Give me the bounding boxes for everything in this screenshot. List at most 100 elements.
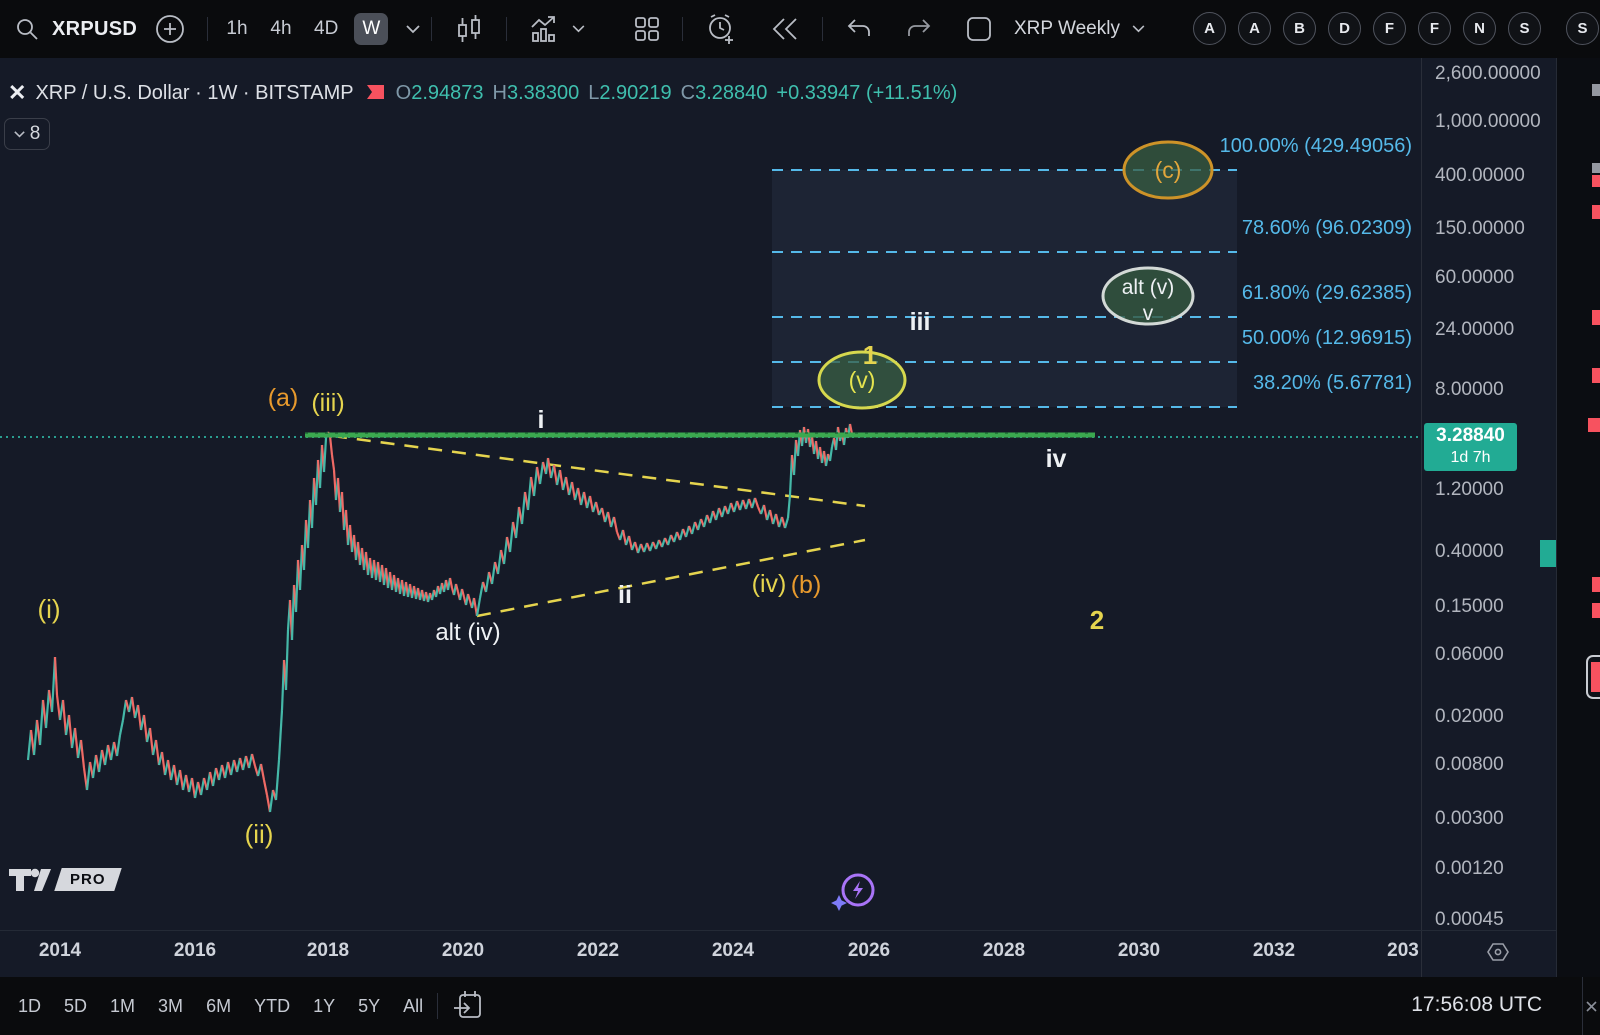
time-tick: 2024	[711, 940, 755, 961]
alert-clock-plus-icon[interactable]	[704, 12, 738, 46]
wave-ellipse[interactable]	[817, 350, 907, 410]
axis-settings-gear-icon[interactable]	[1487, 941, 1509, 968]
avatar-button-6[interactable]: N	[1463, 12, 1496, 45]
wave-label[interactable]: i	[538, 406, 545, 434]
wave-ellipse-label: (c)	[1155, 157, 1182, 183]
price-segment	[502, 536, 509, 565]
save-layout-checkbox-icon[interactable]	[962, 12, 996, 46]
avatar-button-2[interactable]: B	[1283, 12, 1316, 45]
symbol-search-button[interactable]: XRPUSD	[52, 17, 138, 40]
undo-icon[interactable]	[842, 12, 876, 46]
price-segment	[564, 476, 571, 496]
wave-label[interactable]: (iii)	[311, 389, 344, 417]
flag-icon[interactable]	[363, 82, 387, 104]
wave-label[interactable]: 1	[863, 340, 877, 370]
avatar-button-8[interactable]: S	[1566, 12, 1599, 45]
time-axis[interactable]: 2014 2016 2018 2020 2022 2024 2026 2028 2030 2032…	[0, 930, 1556, 978]
trendline[interactable]	[332, 434, 866, 508]
trendline[interactable]	[476, 538, 866, 618]
range-button-ytd[interactable]: YTD	[254, 995, 291, 1016]
timezone-clock[interactable]: 17:56:08 UTC	[1411, 993, 1542, 1016]
wave-label[interactable]: iv	[1046, 445, 1067, 473]
avatar-button-0[interactable]: A	[1193, 12, 1226, 45]
indicators-chevron-down-icon[interactable]	[568, 12, 588, 46]
close-panel-x-icon[interactable]	[1582, 977, 1600, 1035]
bar-replay-icon[interactable]	[768, 12, 802, 46]
price-segment	[496, 549, 503, 575]
boost-lightning-icon[interactable]	[822, 869, 880, 920]
interval-button-4h[interactable]: 4h	[270, 18, 292, 39]
range-button-5d[interactable]: 5D	[64, 995, 88, 1016]
wave-ellipse-sublabel: v	[1143, 302, 1154, 325]
pro-badge: PRO	[54, 867, 122, 891]
redo-icon[interactable]	[902, 12, 936, 46]
avatar-button-5[interactable]: F	[1418, 12, 1451, 45]
price-tick: 0.00800	[1435, 754, 1504, 775]
price-segment	[594, 501, 601, 516]
range-button-1d[interactable]: 1D	[18, 995, 42, 1016]
price-segment	[79, 739, 86, 769]
wave-ellipse-label: (v)	[849, 367, 876, 393]
time-tick: 2030	[1117, 940, 1161, 961]
legend-symbol-title[interactable]: XRP / U.S. Dollar · 1W · BITSTAMP	[35, 81, 354, 104]
price-segment	[166, 759, 173, 781]
price-segment	[714, 507, 721, 521]
range-button-all[interactable]: All	[403, 995, 424, 1016]
wave-label[interactable]: (b)	[791, 571, 822, 599]
price-tick: 0.06000	[1435, 644, 1504, 665]
range-button-3m[interactable]: 3M	[158, 995, 184, 1016]
chart-plot[interactable]: 100.00% (429.49056) 78.60% (96.02309) 61.8…	[0, 58, 1421, 930]
price-segment	[330, 454, 336, 471]
wave-label[interactable]: 2	[1090, 605, 1104, 635]
price-segment	[85, 761, 92, 791]
edge-marker	[1592, 603, 1600, 618]
price-tick: 0.00045	[1435, 909, 1504, 930]
compare-add-icon[interactable]	[153, 12, 187, 46]
avatar-button-1[interactable]: A	[1238, 12, 1271, 45]
price-segment	[708, 510, 715, 524]
price-segment	[786, 494, 792, 519]
interval-button-w[interactable]: W	[354, 13, 389, 45]
wave-ellipse[interactable]	[1101, 266, 1195, 326]
tradingview-logo[interactable]: PRO	[8, 862, 122, 896]
indicators-icon[interactable]	[526, 12, 560, 46]
avatar-button-4[interactable]: F	[1373, 12, 1406, 45]
wave-label[interactable]: (a)	[268, 384, 299, 412]
wave-label[interactable]: (i)	[37, 594, 60, 624]
price-tick: 150.00000	[1435, 218, 1525, 239]
avatar-button-3[interactable]: D	[1328, 12, 1361, 45]
interval-button-4d[interactable]: 4D	[314, 18, 339, 39]
object-tree-collapsed-pill[interactable]: 8	[4, 118, 50, 150]
xrp-symbol-logo: ✕	[8, 80, 27, 105]
wave-label[interactable]: iii	[910, 308, 931, 336]
range-button-1m[interactable]: 1M	[110, 995, 136, 1016]
price-scale[interactable]: 3.28840 1d 7h 2,600.00000 1,000.00000 400.…	[1421, 58, 1557, 930]
range-button-5y[interactable]: 5Y	[358, 995, 381, 1016]
wave-label[interactable]: (iv)	[752, 570, 787, 598]
current-price: 3.28840	[1436, 425, 1505, 446]
price-tick: 0.00300	[1435, 808, 1504, 829]
interval-chevron-down-icon[interactable]	[396, 12, 430, 46]
chart-canvas[interactable]	[0, 58, 1556, 977]
layout-name-button[interactable]: XRP Weekly	[1014, 18, 1120, 39]
edge-marker	[1592, 84, 1600, 96]
chart-style-candles-icon[interactable]	[452, 12, 486, 46]
go-to-date-icon[interactable]	[452, 989, 484, 1026]
price-segment	[828, 446, 834, 462]
price-tick: 8.00000	[1435, 379, 1504, 400]
wave-label[interactable]: alt (iv)	[435, 619, 500, 646]
search-icon[interactable]	[10, 12, 44, 46]
interval-button-1h[interactable]: 1h	[226, 18, 248, 39]
range-button-6m[interactable]: 6M	[206, 995, 232, 1016]
range-button-1y[interactable]: 1Y	[313, 995, 336, 1016]
wave-ellipse[interactable]	[1122, 140, 1214, 200]
layout-chevron-down-icon[interactable]	[1128, 12, 1150, 46]
edge-marker	[1592, 205, 1600, 219]
layout-grid-icon[interactable]	[630, 12, 664, 46]
price-segment	[520, 491, 527, 525]
wave-label[interactable]: (ii)	[245, 819, 274, 849]
avatar-button-7[interactable]: S	[1508, 12, 1541, 45]
price-segment	[154, 739, 161, 766]
wave-label[interactable]: ii	[618, 581, 632, 609]
edge-marker	[1592, 163, 1600, 173]
